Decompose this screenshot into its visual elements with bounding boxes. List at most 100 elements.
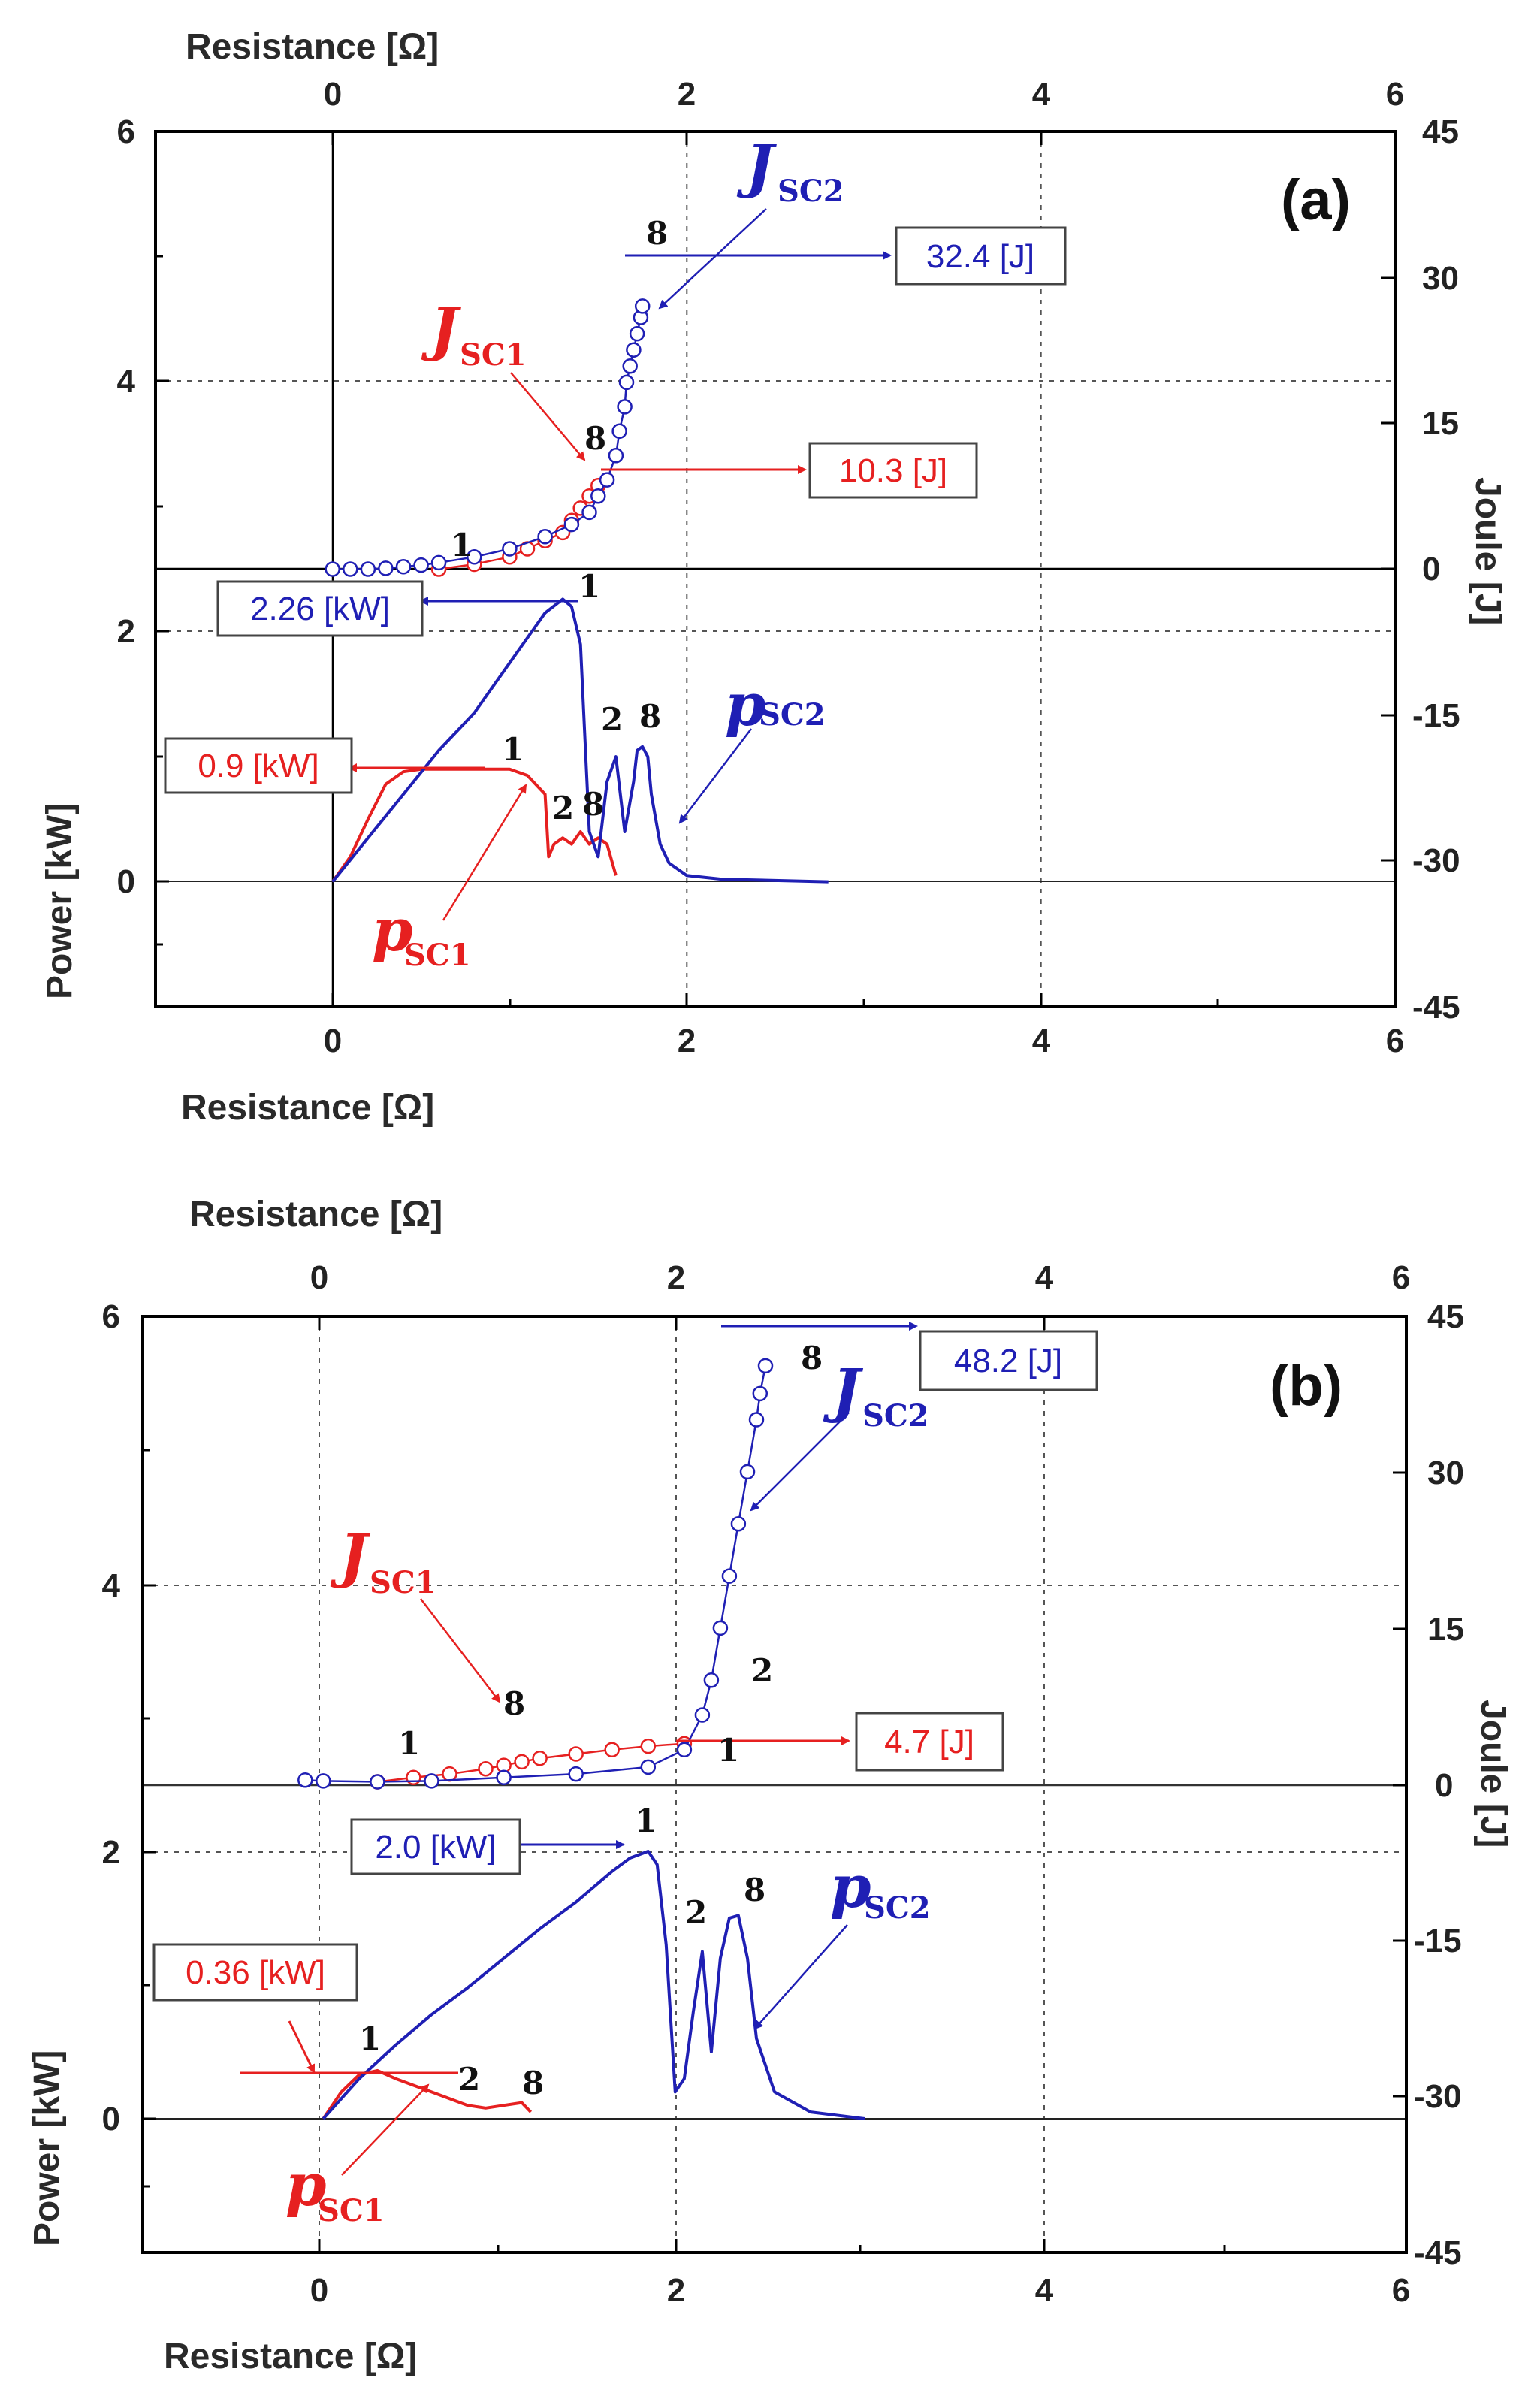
panel-b-xtick-bottom-0: 0: [310, 2272, 328, 2309]
panel-b-pSC1-line: [322, 2068, 533, 2120]
panel-b-gridlines: [143, 1316, 1406, 2252]
panel-b-ytick-right-30: 30: [1427, 1455, 1464, 1491]
panel-b-index-label: 2: [685, 1894, 707, 1931]
panel-b-bottom-ticks: [141, 2239, 1408, 2252]
panel-b-JSC2-point: [757, 1358, 774, 1374]
panel-a-label: (a): [1281, 168, 1351, 232]
panel-a-ytick-right-neg15: -15: [1412, 697, 1460, 734]
panel-a-arrow-JSC1: [510, 372, 586, 461]
panel-b-index-label: 1: [717, 1732, 739, 1769]
panel-a-index-label: 8: [584, 420, 606, 457]
panel-a-annotation-32J: 32.4 [J]: [895, 226, 1067, 286]
panel-b-JSC1-point: [514, 1754, 530, 1770]
panel-b-JSC2-point: [721, 1568, 738, 1584]
panel-b-index-label: 2: [458, 2061, 480, 2098]
panel-a-JSC2-point: [563, 516, 580, 533]
panel-a-xtick-top-4: 4: [1032, 76, 1051, 113]
panel-b-top-axis-title: Resistance [Ω]: [189, 1195, 442, 1234]
panel-a-ytick-right-30: 30: [1422, 260, 1459, 297]
panel-a-annotation-10J-box: [808, 442, 978, 499]
panel-a-JSC2-point: [325, 561, 340, 577]
panel-b-xtick-bottom-2: 2: [667, 2272, 685, 2309]
panel-b-JSC2-point: [712, 1620, 729, 1636]
panel-b-JSC2-point: [568, 1766, 584, 1782]
panel-a-label-JSC1-main: J: [421, 295, 462, 364]
panel-a-label-pSC1: p SC1: [372, 896, 471, 973]
panel-a-ytick-left-6: 6: [117, 113, 135, 150]
panel-b-ytick-right-15: 15: [1427, 1611, 1464, 1648]
panel-b-pSC2-line: [322, 1850, 865, 2120]
panel-b-JSC2-point: [424, 1773, 439, 1789]
panel-b-xtick-top-6: 6: [1392, 1259, 1410, 1296]
panel-b-JSC2-point: [316, 1773, 331, 1789]
panel-a-label-JSC1-sub: SC1: [460, 337, 527, 373]
panel-b-label-pSC1: p SC1: [285, 2151, 385, 2228]
panel-b-ytick-left-2: 2: [102, 1834, 120, 1871]
panel-a-arrow-JSC2: [658, 208, 767, 310]
panel-b-xtick-bottom-4: 4: [1035, 2272, 1054, 2309]
panel-a-label-pSC1-sub: SC1: [404, 938, 471, 973]
panel-b-JSC2-point: [676, 1742, 693, 1758]
panel-b-JSC2-point: [370, 1774, 385, 1790]
panel-a-right-ticks: [1381, 130, 1395, 1008]
panel-b-xtick-top-0: 0: [310, 1259, 328, 1296]
panel-b-index-label: 2: [751, 1652, 773, 1689]
panel-a-label-JSC1: J SC1: [421, 295, 527, 373]
panel-b-annotation-482J-text: 48.2 [J]: [954, 1343, 1062, 1379]
panel-a-annotation-226kW: 2.26 [kW]: [216, 580, 424, 637]
panel-a-index-label: 8: [639, 698, 661, 735]
panel-b-JSC2-point: [496, 1769, 512, 1786]
panel-a-JSC2-point: [617, 399, 633, 415]
panel-b-ytick-right-neg30: -30: [1414, 2078, 1462, 2115]
panel-b-label-JSC2-main: J: [823, 1357, 864, 1425]
panel-b-index-label: 1: [635, 1802, 657, 1839]
panel-a-JSC2-point: [537, 529, 553, 545]
panel-b-JSC1-point: [568, 1746, 584, 1762]
panel-b-annotation-482J: 48.2 [J]: [919, 1330, 1098, 1391]
panel-b-annotation-47J-text: 4.7 [J]: [884, 1724, 974, 1760]
panel-a-annotation-09kW-text: 0.9 [kW]: [198, 748, 319, 784]
panel-b-annotation-482J-box: [919, 1330, 1098, 1391]
panel-b-JSC2-point: [730, 1515, 747, 1532]
panel-b-label: (b): [1270, 1354, 1342, 1418]
panel-a-JSC2-point: [590, 488, 606, 504]
panel-a-ytick-left-2: 2: [117, 613, 135, 650]
panel-a-JSC2-point: [626, 342, 642, 358]
panel-a-JSC2-point: [599, 472, 615, 488]
panel-a-JSC2-point: [611, 423, 627, 440]
panel-a-series: [325, 298, 829, 884]
panel-a-annotation-09kW-box: [164, 737, 353, 794]
panel-a-index-label: 1: [451, 527, 473, 563]
panel-b-label-JSC1-sub: SC1: [370, 1565, 436, 1600]
panel-a-xtick-top-0: 0: [324, 76, 342, 113]
panel-b-JSC2-point: [694, 1707, 711, 1723]
panel-a-JSC2-point: [581, 504, 597, 521]
panel-b-annotation-20kW-box: [350, 1818, 521, 1875]
panel-b-xtick-top-2: 2: [667, 1259, 685, 1296]
panel-a-xtick-bottom-0: 0: [324, 1023, 342, 1059]
panel-a-bottom-ticks: [154, 993, 1397, 1007]
panel-b-ytick-right-neg15: -15: [1414, 1923, 1462, 1959]
panel-a: 6 4 2 0 45 30 15 0 -15 -30 -45: [40, 27, 1508, 1128]
panel-b-ytick-right-neg45: -45: [1414, 2234, 1462, 2271]
panel-a-xtick-top-6: 6: [1386, 76, 1404, 113]
panel-a-JSC2-point: [622, 358, 638, 374]
panel-a-ytick-right-45: 45: [1422, 113, 1459, 150]
panel-b-annotation-036kW-text: 0.36 [kW]: [186, 1954, 325, 1991]
panel-b-label-pSC1-main: p: [285, 2151, 327, 2219]
panel-b-annotation-036kW: 0.36 [kW]: [152, 1943, 358, 2002]
panel-b-xtick-bottom-6: 6: [1392, 2272, 1410, 2309]
panel-a-JSC2-point: [395, 559, 412, 575]
panel-b-JSC2-point: [752, 1385, 768, 1402]
panel-a-xtick-top-2: 2: [678, 76, 696, 113]
panel-b-JSC1-point: [478, 1760, 494, 1777]
panel-a-pSC2-line: [331, 597, 829, 884]
panel-b-arrow-JSC1: [420, 1598, 501, 1703]
panel-b-ytick-right-45: 45: [1427, 1298, 1464, 1335]
panel-b-JSC2-point: [748, 1412, 765, 1428]
panel-b-JSC2-point: [640, 1759, 657, 1775]
panel-b-JSC2-point: [297, 1772, 313, 1788]
panel-a-index-label: 8: [646, 215, 668, 252]
panel-a-arrow-pSC2: [678, 728, 752, 824]
